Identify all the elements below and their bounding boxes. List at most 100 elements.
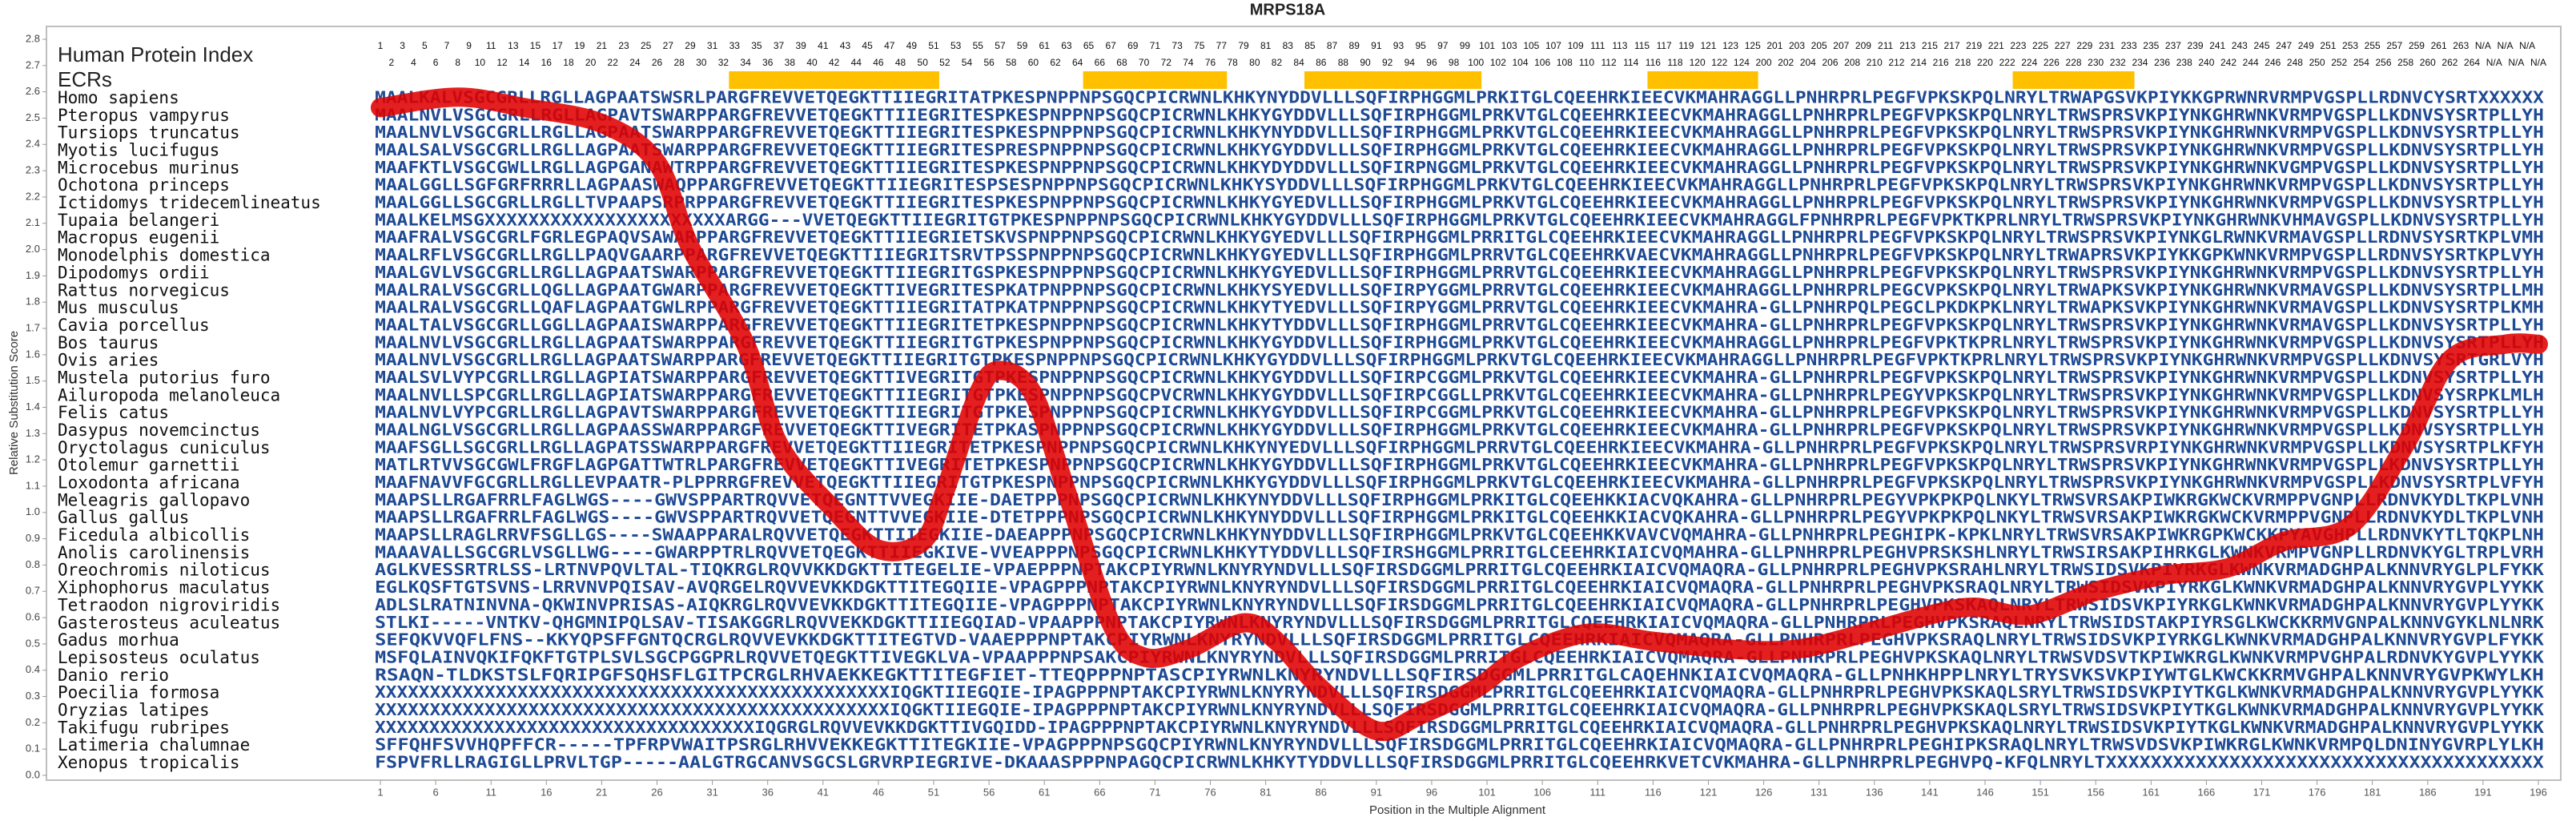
index-number: 49 [906, 40, 918, 51]
x-tick-label: 91 [1371, 786, 1382, 798]
index-number: N/A [2486, 57, 2502, 68]
index-number: 223 [2010, 40, 2026, 51]
ecr-bar [1647, 71, 1758, 89]
index-number: 25 [641, 40, 652, 51]
species-name: Pteropus vampyrus [58, 106, 230, 125]
index-number: 1 [378, 40, 384, 51]
index-number: 48 [895, 57, 906, 68]
index-number: 113 [1612, 40, 1627, 51]
index-number: 264 [2464, 57, 2480, 68]
index-number: 61 [1039, 40, 1051, 51]
species-name: Gasterosteus aculeatus [58, 613, 280, 632]
index-number: 53 [950, 40, 962, 51]
index-number: 23 [618, 40, 629, 51]
index-number: N/A [2508, 57, 2524, 68]
index-number: 33 [729, 40, 741, 51]
species-name: Homo sapiens [58, 88, 179, 107]
species-name: Gallus gallus [58, 508, 189, 527]
index-number: 38 [785, 57, 796, 68]
index-number: 214 [1911, 57, 1927, 68]
sequence: MAALNVLVSGCGRLLRGLLAGPAATSWARPPARGFREVVE… [375, 350, 2544, 369]
index-number: 97 [1437, 40, 1449, 51]
y-tick-label: 2.3 [26, 164, 40, 176]
index-number: 79 [1238, 40, 1249, 51]
index-number: 210 [1867, 57, 1883, 68]
x-tick-label: 186 [2419, 786, 2437, 798]
species-name: Oryctolagus cuniculus [58, 438, 271, 457]
index-number: 22 [608, 57, 619, 68]
index-number: 34 [740, 57, 751, 68]
index-number: 108 [1557, 57, 1573, 68]
index-number: 81 [1260, 40, 1272, 51]
index-number: 70 [1139, 57, 1150, 68]
index-number: 17 [552, 40, 563, 51]
x-tick-label: 156 [2087, 786, 2104, 798]
index-number: 27 [663, 40, 674, 51]
index-number: 208 [1844, 57, 1860, 68]
sequence: MAAFSGLLSGCGRLLRGLLAGPATSSWARPPARGFREVVE… [375, 437, 2544, 457]
index-number: 255 [2365, 40, 2381, 51]
sequence: MAALNVLVSGCGRLLRGLLAGPAATSWARPPARGFREVVE… [375, 332, 2544, 352]
species-name: Poecilia formosa [58, 683, 219, 702]
ecr-bar [729, 71, 939, 89]
y-tick-label: 0.2 [26, 716, 40, 728]
species-name: Danio rerio [58, 666, 169, 685]
species-name: Microcebus murinus [58, 158, 240, 177]
y-tick-label: 2.4 [26, 138, 40, 150]
x-tick-label: 161 [2142, 786, 2160, 798]
sequence: STLKI-----VNTKV-QHGMNIPQLSAV-TISAKGGRLRQ… [375, 613, 2544, 632]
y-tick-label: 1.4 [26, 400, 40, 413]
x-tick-label: 71 [1149, 786, 1160, 798]
index-label: Human Protein Index [58, 42, 253, 66]
x-tick-label: 36 [762, 786, 773, 798]
species-name: Dipodomys ordii [58, 263, 210, 282]
index-number: 244 [2243, 57, 2259, 68]
index-number: 88 [1338, 57, 1349, 68]
index-number: 75 [1194, 40, 1205, 51]
y-tick-label: 1.0 [26, 505, 40, 517]
index-number: 121 [1700, 40, 1716, 51]
index-number: 21 [597, 40, 608, 51]
index-number: 109 [1568, 40, 1584, 51]
index-number: 118 [1667, 57, 1682, 68]
index-number: 228 [2066, 57, 2082, 68]
index-number: 233 [2121, 40, 2137, 51]
index-number: 245 [2253, 40, 2269, 51]
index-number: 200 [1756, 57, 1772, 68]
species-name: Oreochromis niloticus [58, 561, 271, 580]
index-number: N/A [2530, 57, 2546, 68]
index-number: 209 [1855, 40, 1871, 51]
ecr-bar [2012, 71, 2135, 89]
y-tick-label: 1.9 [26, 269, 40, 281]
ecr-bar [1304, 71, 1482, 89]
x-tick-label: 46 [873, 786, 884, 798]
index-number: 123 [1722, 40, 1738, 51]
sequence: MAAAVALLSGCGRLVSGLLWG----GWARPPTRLRQVVET… [375, 542, 2544, 561]
index-number: 202 [1778, 57, 1794, 68]
y-tick-label: 0.1 [26, 743, 40, 755]
y-tick-label: 2.6 [26, 85, 40, 97]
sequence: MAALNVLVYPCGRLLRGLLAGPAVTSWARPPARGFREVVE… [375, 403, 2544, 422]
sequence: MAAFRALVSGCGRLFGRLEGPAQVSAWARPPARGFREVVE… [375, 227, 2544, 247]
index-number: 90 [1360, 57, 1371, 68]
species-name: Myotis lucifugus [58, 141, 219, 160]
index-number: 234 [2132, 57, 2148, 68]
sequence: MAALNVLVSGCGRLLRGLLAGPAVTSWARPPARGFREVVE… [375, 105, 2544, 124]
index-number: 36 [762, 57, 774, 68]
index-number: 58 [1006, 57, 1017, 68]
sequence: MAALGGLLSGFGRFRRRLLAGPAASWAQPPARGFREVVET… [375, 175, 2544, 195]
index-number: 2 [388, 57, 394, 68]
sequence: MAALRALVSGCGRLLQAFLAGPAATGWLRPPARGFREVVE… [375, 298, 2544, 317]
x-tick-label: 11 [485, 786, 496, 798]
index-number: 55 [973, 40, 984, 51]
sequence: FSPVFRLLRAGIGLLPRVLTGP-----AALGTRGCANVSG… [375, 753, 2544, 772]
index-number: 78 [1227, 57, 1238, 68]
index-number: 101 [1479, 40, 1495, 51]
y-tick-label: 2.1 [26, 216, 40, 228]
x-tick-label: 21 [596, 786, 607, 798]
y-tick-label: 0.7 [26, 585, 40, 597]
index-number: 117 [1657, 40, 1672, 51]
index-number: 64 [1072, 57, 1083, 68]
x-tick-label: 26 [651, 786, 662, 798]
